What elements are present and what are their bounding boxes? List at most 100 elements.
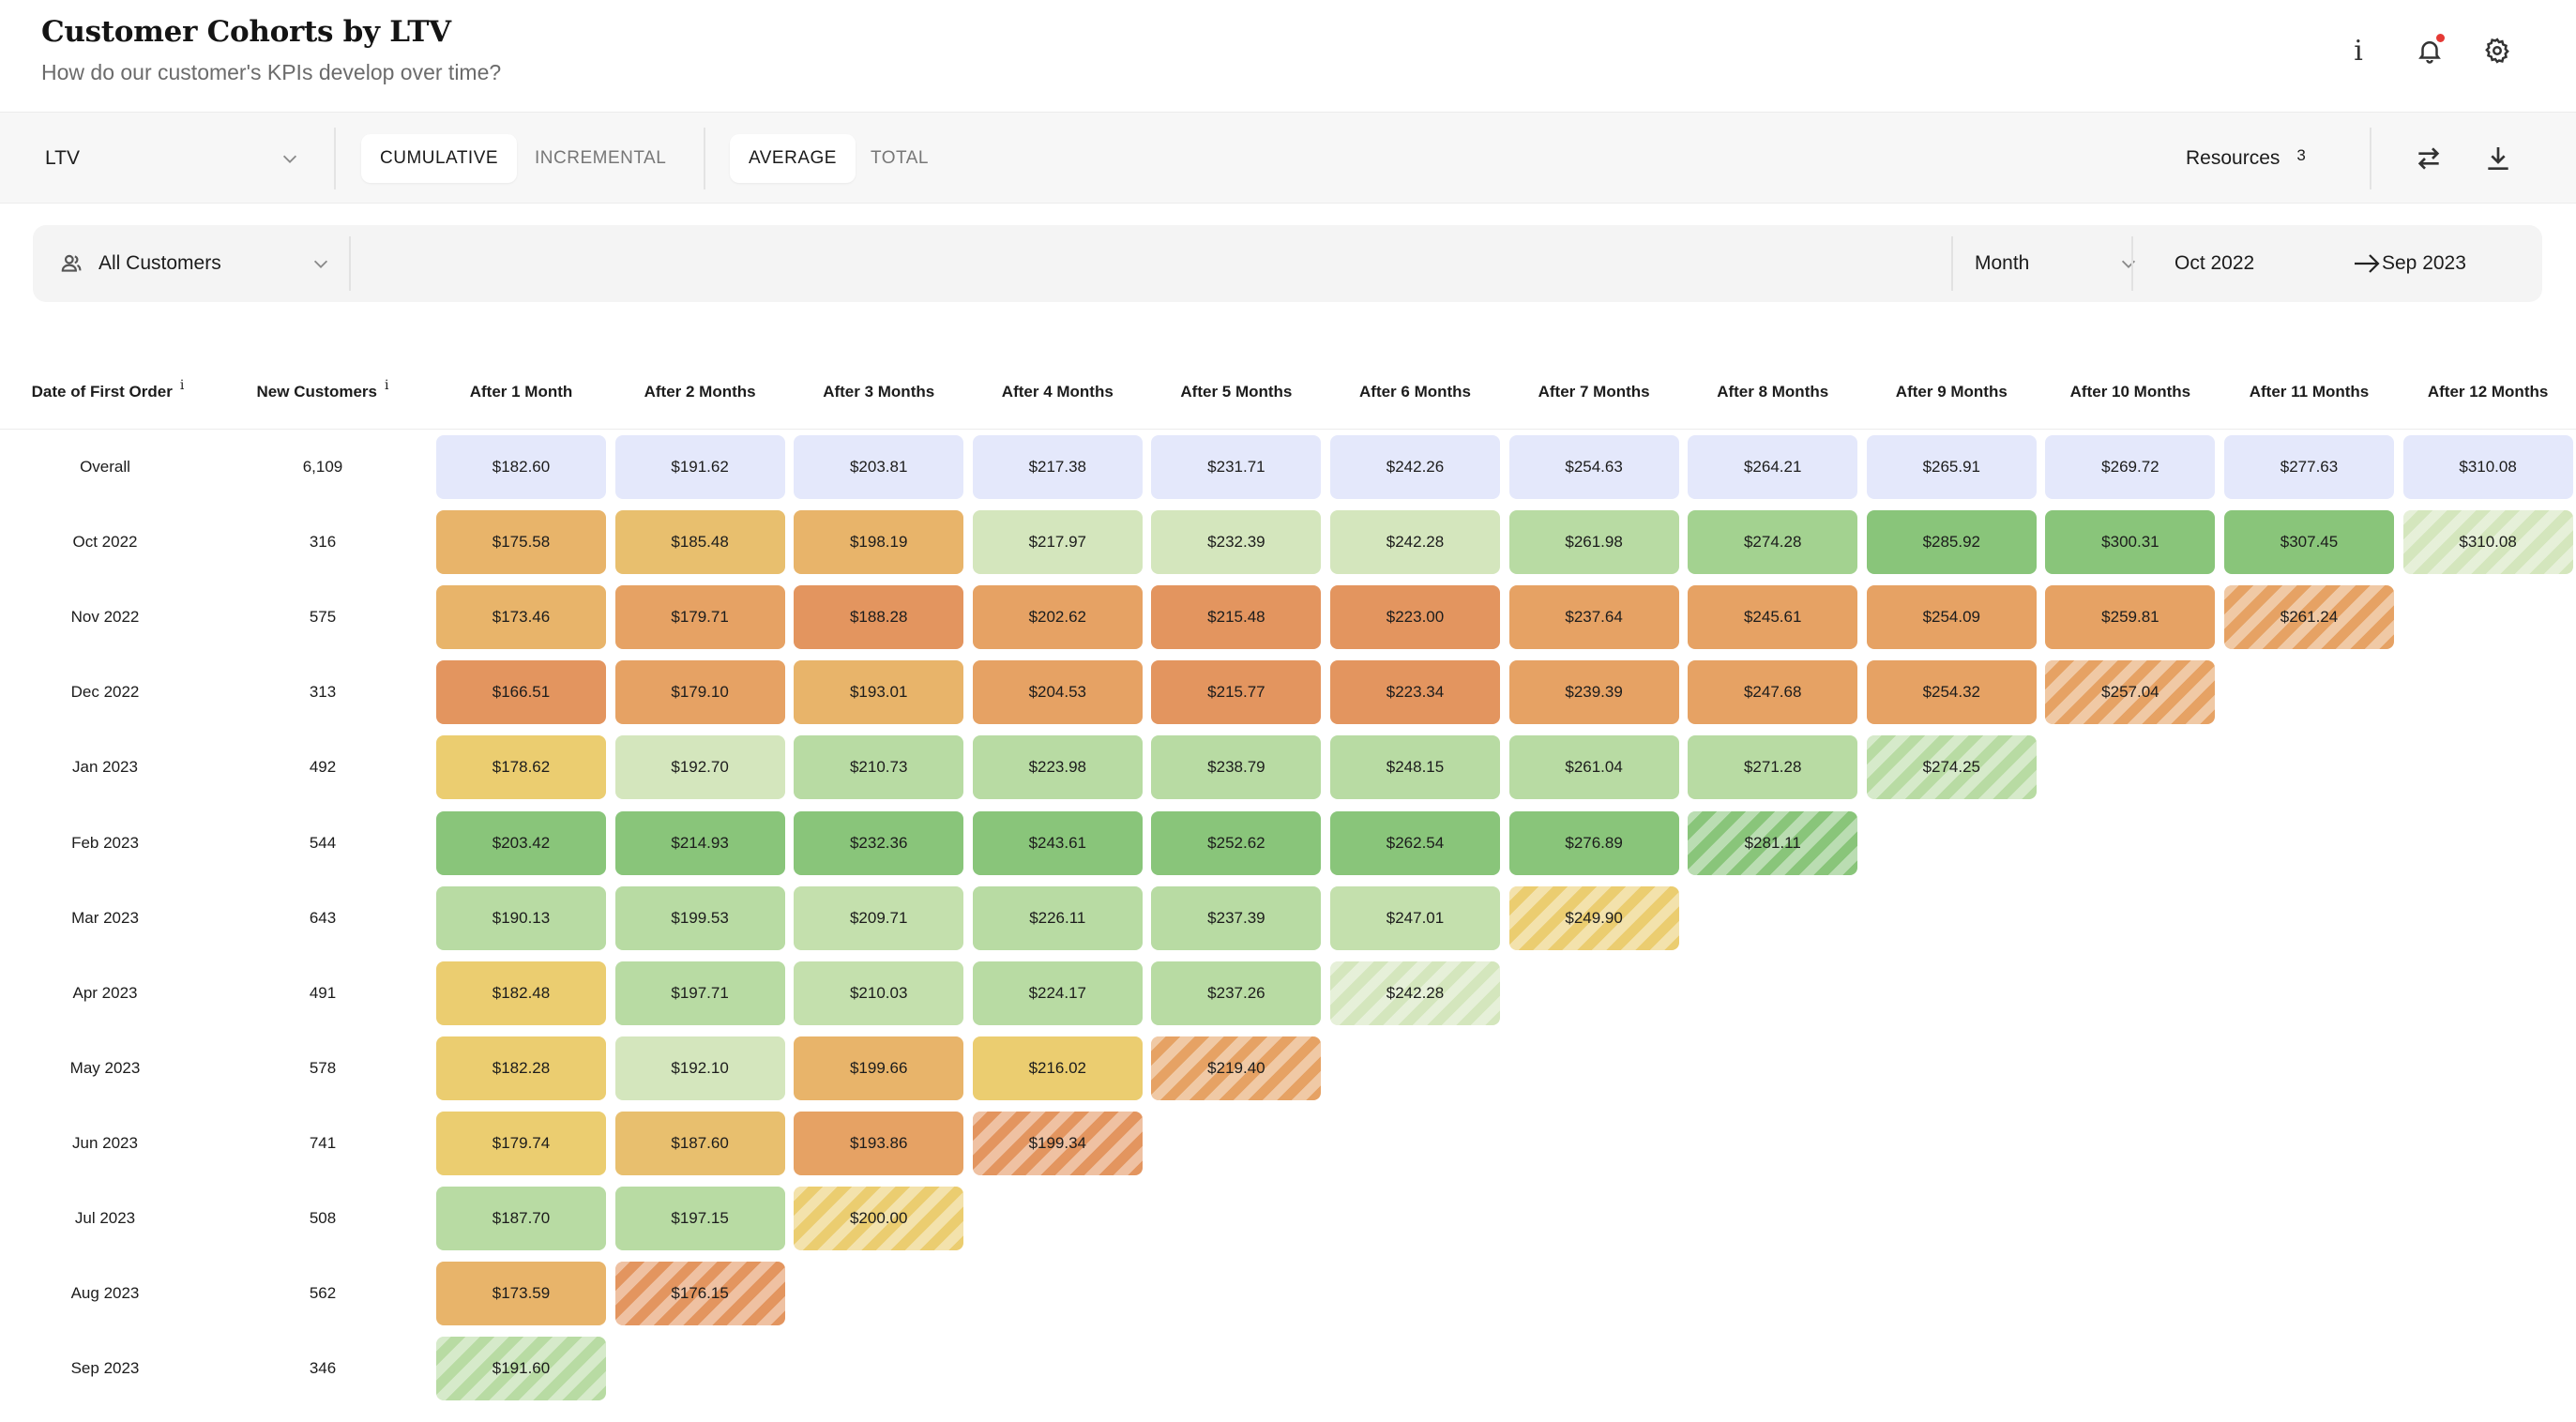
cohort-cell[interactable]: $182.28 [436,1036,606,1100]
cohort-cell[interactable]: $185.48 [614,510,785,575]
cohort-cell[interactable]: $191.60 [436,1337,606,1401]
cohort-cell[interactable]: $203.42 [436,810,606,875]
cohort-cell[interactable]: $217.97 [972,510,1143,575]
cohort-cell[interactable]: $215.77 [1151,660,1322,725]
cohort-cell[interactable]: $307.45 [2224,510,2394,575]
cohort-cell[interactable]: $179.10 [614,660,785,725]
cohort-cell[interactable]: $179.74 [436,1111,606,1175]
swap-icon[interactable] [2407,137,2450,180]
cohort-cell[interactable]: $198.19 [794,510,964,575]
cohort-cell[interactable]: $199.34 [972,1111,1143,1175]
cohort-cell[interactable]: $259.81 [2045,585,2216,650]
cohort-cell[interactable]: $173.59 [436,1262,606,1326]
cohort-cell[interactable]: $264.21 [1688,435,1858,499]
cohort-cell[interactable]: $247.68 [1688,660,1858,725]
gear-icon[interactable] [2477,30,2518,71]
mode-cumulative-button[interactable]: CUMULATIVE [361,134,518,183]
cohort-cell[interactable]: $223.00 [1330,585,1500,650]
cohort-cell[interactable]: $265.91 [1866,435,2037,499]
cohort-cell[interactable]: $242.28 [1330,961,1500,1025]
cohort-cell[interactable]: $249.90 [1508,885,1679,950]
cohort-cell[interactable]: $223.98 [972,735,1143,800]
cohort-cell[interactable]: $243.61 [972,810,1143,875]
cohort-cell[interactable]: $199.66 [794,1036,964,1100]
cohort-cell[interactable]: $192.10 [614,1036,785,1100]
cohort-cell[interactable]: $239.39 [1508,660,1679,725]
cohort-cell[interactable]: $178.62 [436,735,606,800]
cohort-cell[interactable]: $274.25 [1866,735,2037,800]
cohort-cell[interactable]: $237.64 [1508,585,1679,650]
cohort-cell[interactable]: $193.86 [794,1111,964,1175]
cohort-cell[interactable]: $238.79 [1151,735,1322,800]
cohort-cell[interactable]: $203.81 [794,435,964,499]
cohort-cell[interactable]: $182.60 [436,435,606,499]
cohort-cell[interactable]: $190.13 [436,885,606,950]
cohort-cell[interactable]: $274.28 [1688,510,1858,575]
cohort-cell[interactable]: $209.71 [794,885,964,950]
cohort-cell[interactable]: $214.93 [614,810,785,875]
cohort-cell[interactable]: $232.36 [794,810,964,875]
cohort-cell[interactable]: $192.70 [614,735,785,800]
cohort-cell[interactable]: $254.32 [1866,660,2037,725]
cohort-cell[interactable]: $176.15 [614,1262,785,1326]
customer-segment-select[interactable]: All Customers [59,238,341,289]
info-icon[interactable]: i [2338,30,2379,71]
cohort-cell[interactable]: $226.11 [972,885,1143,950]
cohort-cell[interactable]: $252.62 [1151,810,1322,875]
cohort-cell[interactable]: $215.48 [1151,585,1322,650]
cohort-cell[interactable]: $182.48 [436,961,606,1025]
cohort-cell[interactable]: $204.53 [972,660,1143,725]
cohort-cell[interactable]: $248.15 [1330,735,1500,800]
cohort-cell[interactable]: $271.28 [1688,735,1858,800]
cohort-cell[interactable]: $166.51 [436,660,606,725]
cohort-cell[interactable]: $197.15 [614,1187,785,1250]
metric-select[interactable]: LTV [38,133,310,184]
cohort-cell[interactable]: $223.34 [1330,660,1500,725]
cohort-cell[interactable]: $269.72 [2045,435,2216,499]
cohort-cell[interactable]: $242.26 [1330,435,1500,499]
cohort-cell[interactable]: $300.31 [2045,510,2216,575]
cohort-cell[interactable]: $237.39 [1151,885,1322,950]
cohort-cell[interactable]: $310.08 [2402,510,2573,575]
cohort-cell[interactable]: $200.00 [794,1187,964,1250]
cohort-cell[interactable]: $191.62 [614,435,785,499]
cohort-cell[interactable]: $257.04 [2045,660,2216,725]
cohort-cell[interactable]: $202.62 [972,585,1143,650]
agg-total-button[interactable]: TOTAL [871,148,929,168]
date-to-picker[interactable]: Sep 2023 [2382,252,2466,274]
download-icon[interactable] [2477,137,2520,180]
cohort-cell[interactable]: $254.09 [1866,585,2037,650]
info-icon[interactable]: i [385,378,389,393]
cohort-cell[interactable]: $277.63 [2224,435,2394,499]
cohort-cell[interactable]: $224.17 [972,961,1143,1025]
cohort-cell[interactable]: $261.04 [1508,735,1679,800]
cohort-cell[interactable]: $187.70 [436,1187,606,1250]
period-select[interactable]: Month [1975,238,2139,289]
date-from-picker[interactable]: Oct 2022 [2174,252,2255,274]
cohort-cell[interactable]: $285.92 [1866,510,2037,575]
cohort-cell[interactable]: $187.60 [614,1111,785,1175]
cohort-cell[interactable]: $199.53 [614,885,785,950]
cohort-cell[interactable]: $254.63 [1508,435,1679,499]
cohort-cell[interactable]: $210.03 [794,961,964,1025]
cohort-cell[interactable]: $237.26 [1151,961,1322,1025]
bell-icon[interactable] [2409,30,2450,71]
cohort-cell[interactable]: $310.08 [2402,435,2573,499]
cohort-cell[interactable]: $245.61 [1688,585,1858,650]
mode-incremental-button[interactable]: INCREMENTAL [535,148,667,168]
info-icon[interactable]: i [179,378,185,393]
cohort-cell[interactable]: $261.24 [2224,585,2394,650]
cohort-cell[interactable]: $175.58 [436,510,606,575]
cohort-cell[interactable]: $188.28 [794,585,964,650]
cohort-cell[interactable]: $242.28 [1330,510,1500,575]
cohort-cell[interactable]: $231.71 [1151,435,1322,499]
resources-button[interactable]: Resources 3 [2186,134,2306,183]
cohort-cell[interactable]: $216.02 [972,1036,1143,1100]
cohort-cell[interactable]: $210.73 [794,735,964,800]
cohort-cell[interactable]: $261.98 [1508,510,1679,575]
cohort-cell[interactable]: $247.01 [1330,885,1500,950]
cohort-cell[interactable]: $217.38 [972,435,1143,499]
cohort-cell[interactable]: $281.11 [1688,810,1858,875]
cohort-cell[interactable]: $232.39 [1151,510,1322,575]
cohort-cell[interactable]: $219.40 [1151,1036,1322,1100]
